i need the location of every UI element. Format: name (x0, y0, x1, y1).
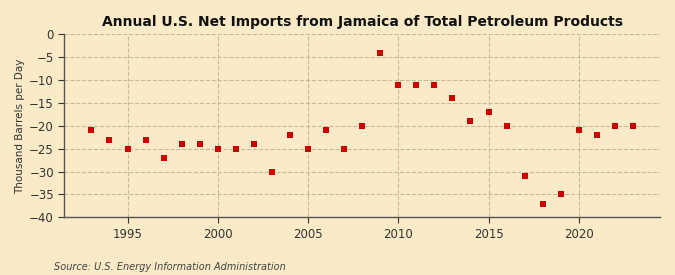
Point (429, 82, 440, 87)
Point (194, 142, 205, 146)
Point (375, 50, 385, 55)
Point (176, 142, 187, 146)
Point (556, 192, 566, 197)
Title: Annual U.S. Net Imports from Jamaica of Total Petroleum Products: Annual U.S. Net Imports from Jamaica of … (102, 15, 622, 29)
Point (628, 124, 639, 128)
Point (140, 137, 151, 142)
Point (465, 119, 476, 123)
Point (357, 124, 368, 128)
Point (501, 124, 512, 128)
Point (573, 128, 584, 133)
Point (339, 147, 350, 151)
Text: Source: U.S. Energy Information Administration: Source: U.S. Energy Information Administ… (54, 262, 286, 272)
Point (302, 147, 313, 151)
Point (267, 169, 277, 174)
Point (447, 96, 458, 101)
Y-axis label: Thousand Barrels per Day: Thousand Barrels per Day (15, 58, 25, 194)
Point (248, 142, 259, 146)
Point (285, 133, 296, 137)
Point (104, 137, 115, 142)
Point (321, 128, 331, 133)
Point (591, 133, 602, 137)
Point (122, 147, 133, 151)
Point (213, 147, 223, 151)
Point (537, 201, 548, 206)
Point (158, 156, 169, 160)
Point (483, 110, 494, 114)
Point (519, 174, 530, 178)
Point (610, 124, 620, 128)
Point (230, 147, 241, 151)
Point (411, 82, 422, 87)
Point (393, 82, 404, 87)
Point (86, 128, 97, 133)
